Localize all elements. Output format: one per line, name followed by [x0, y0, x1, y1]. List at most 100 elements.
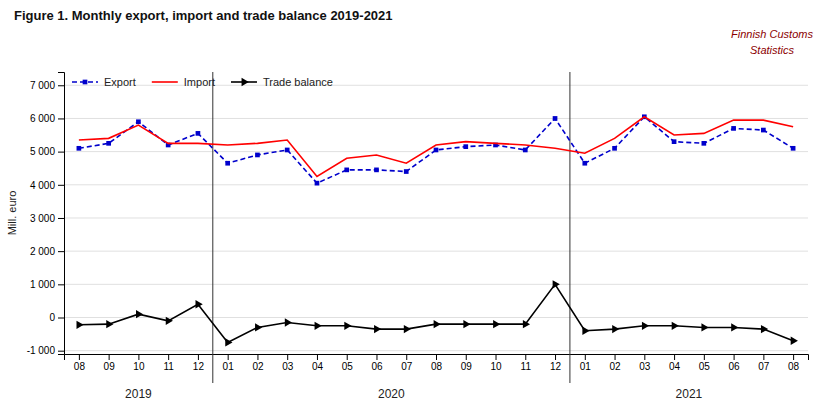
x-tick-label: 08 — [74, 361, 86, 372]
chart: -1 00001 0002 0003 0004 0005 0006 0007 0… — [0, 0, 832, 416]
y-tick-label: 2 000 — [30, 246, 55, 257]
x-tick-mark — [793, 354, 794, 360]
grid-line — [64, 251, 808, 252]
plot-area — [76, 114, 797, 346]
data-point — [404, 325, 411, 333]
annotations: 201920202021Finnish CustomsStatistics — [125, 28, 813, 401]
y-tick: 7 000 — [30, 80, 64, 91]
x-tick: 02 — [609, 354, 621, 372]
x-tick-mark — [168, 354, 169, 360]
x-tick-label: 11 — [163, 361, 174, 372]
x-tick-mark — [525, 354, 526, 360]
watermark: Statistics — [750, 44, 795, 56]
x-tick-mark — [138, 354, 139, 360]
legend-item: Export — [72, 76, 136, 88]
x-tick: 09 — [461, 354, 473, 372]
data-point — [612, 146, 617, 151]
y-tick: 0 — [49, 312, 64, 323]
series-line — [79, 284, 793, 342]
y-tick-mark — [58, 218, 64, 219]
x-tick-label: 11 — [521, 361, 532, 372]
data-point — [255, 153, 260, 158]
year-label: 2019 — [125, 387, 152, 401]
year-label: 2021 — [676, 387, 703, 401]
grid-line — [64, 184, 808, 185]
x-tick-mark — [674, 354, 675, 360]
data-point — [761, 325, 768, 333]
x-tick-label: 06 — [371, 361, 383, 372]
data-point — [374, 168, 379, 173]
x-tick-mark — [466, 354, 467, 360]
y-tick-label: 1 000 — [30, 279, 55, 290]
x-tick-mark — [644, 354, 645, 360]
year-divider — [569, 72, 570, 383]
data-point — [553, 116, 558, 121]
legend-label: Import — [184, 76, 215, 88]
data-point — [374, 325, 381, 333]
x-tick: 02 — [252, 354, 264, 372]
x-tick-label: 10 — [133, 361, 145, 372]
data-point — [285, 318, 292, 326]
data-point — [523, 320, 530, 328]
data-point — [315, 322, 322, 330]
x-tick-mark — [704, 354, 705, 360]
data-point — [701, 323, 708, 331]
legend-item: Import — [152, 76, 215, 88]
x-tick: 05 — [699, 354, 711, 372]
grid — [64, 85, 808, 350]
x-tick: 11 — [521, 354, 532, 372]
series — [77, 114, 796, 185]
x-tick: 09 — [104, 354, 116, 372]
data-point — [225, 338, 232, 346]
x-tick-label: 08 — [788, 361, 800, 372]
y-tick: 2 000 — [30, 246, 64, 257]
data-point — [493, 320, 500, 328]
data-point — [225, 161, 230, 166]
y-tick-mark — [58, 185, 64, 186]
data-point — [196, 131, 201, 136]
y-tick: 5 000 — [30, 146, 64, 157]
legend-item: Trade balance — [231, 76, 333, 88]
x-tick-label: 03 — [282, 361, 294, 372]
x-tick-mark — [496, 354, 497, 360]
y-axis-label: Mill. euro — [6, 191, 18, 236]
data-point — [106, 141, 111, 146]
title: Figure 1. Monthly export, import and tra… — [14, 8, 393, 23]
x-tick-mark — [763, 354, 764, 360]
x-tick: 03 — [639, 354, 651, 372]
x-tick-label: 01 — [580, 361, 592, 372]
series-line — [79, 117, 793, 183]
x-tick: 12 — [193, 354, 205, 372]
grid-line — [64, 284, 808, 285]
watermark: Finnish Customs — [731, 28, 813, 40]
x-tick: 04 — [669, 354, 681, 372]
data-point — [255, 323, 262, 331]
data-point — [196, 300, 203, 308]
x-tick-label: 12 — [550, 361, 562, 372]
data-point — [106, 320, 113, 328]
data-point — [791, 146, 796, 151]
data-point — [761, 128, 766, 133]
x-tick: 06 — [371, 354, 383, 372]
data-point — [77, 146, 82, 151]
data-point — [582, 327, 589, 335]
y-tick-mark — [58, 284, 64, 285]
data-point — [523, 148, 528, 153]
data-point — [315, 181, 320, 186]
legend: Export Import Trade balance — [72, 76, 333, 88]
x-tick: 11 — [163, 354, 174, 372]
x-tick: 01 — [223, 354, 235, 372]
data-point — [642, 322, 649, 330]
x-tick: 08 — [431, 354, 443, 372]
x-tick-mark — [109, 354, 110, 360]
x-tick-mark — [317, 354, 318, 360]
x-tick-mark — [555, 354, 556, 360]
y-tick-label: 7 000 — [30, 80, 55, 91]
data-point — [463, 144, 468, 149]
x-tick-label: 12 — [193, 361, 205, 372]
x-tick: 04 — [312, 354, 324, 372]
x-tick-mark — [287, 354, 288, 360]
data-point — [344, 168, 349, 173]
x-tick-mark — [257, 354, 258, 360]
data-point — [76, 321, 83, 329]
